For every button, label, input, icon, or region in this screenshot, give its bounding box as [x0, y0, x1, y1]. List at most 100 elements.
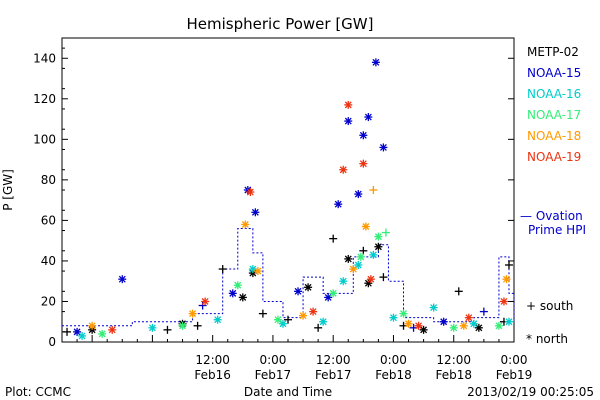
- data-point: [449, 323, 458, 332]
- y-tick-label: 140: [33, 51, 56, 65]
- data-point: [344, 100, 353, 109]
- data-point: [366, 275, 375, 284]
- y-tick-label: 120: [33, 92, 56, 106]
- data-point: [246, 188, 255, 197]
- data-point: [354, 190, 363, 199]
- data-point: [88, 321, 97, 330]
- x-tick-label-time: 12:00: [316, 353, 351, 367]
- data-point: [369, 250, 378, 259]
- data-point: [464, 313, 473, 322]
- data-point: [429, 303, 438, 312]
- data-point: [304, 283, 313, 292]
- chart-title: Hemispheric Power [GW]: [187, 15, 374, 33]
- x-tick-label-date: Feb18: [435, 368, 472, 382]
- legend: METP-02 NOAA-15 NOAA-16 NOAA-17 NOAA-18 NOAA-…: [527, 45, 581, 164]
- data-point: [98, 329, 107, 338]
- data-point: [329, 234, 338, 243]
- legend-entry: METP-02: [527, 45, 579, 59]
- data-point: [213, 315, 222, 324]
- data-point: [494, 321, 503, 330]
- data-point: [504, 317, 513, 326]
- y-tick-label: 60: [41, 213, 56, 227]
- ovation-step-line: [62, 228, 515, 327]
- x-tick-label-time: 0:00: [259, 353, 286, 367]
- legend-entry: NOAA-18: [527, 129, 581, 143]
- data-point: [163, 325, 172, 334]
- legend-entry: NOAA-16: [527, 87, 581, 101]
- north-marker-legend: * north: [526, 332, 568, 346]
- data-point: [474, 323, 483, 332]
- data-point: [502, 275, 511, 284]
- y-tick-label: 40: [41, 254, 56, 268]
- y-tick-label: 100: [33, 132, 56, 146]
- data-point: [228, 289, 237, 298]
- legend-entry: NOAA-19: [527, 150, 581, 164]
- y-axis: 0 20 40 60 80 100 120 140: [33, 47, 514, 349]
- data-point: [344, 117, 353, 126]
- data-point: [339, 165, 348, 174]
- data-point: [309, 307, 318, 316]
- data-point: [439, 317, 448, 326]
- footer-timestamp: 2013/02/19 00:25:05: [467, 385, 594, 399]
- data-point: [361, 222, 370, 231]
- x-tick-label-date: Feb17: [315, 368, 352, 382]
- data-point: [201, 297, 210, 306]
- data-point: [188, 309, 197, 318]
- x-tick-label-time: 0:00: [501, 353, 528, 367]
- data-point: [479, 307, 488, 316]
- south-marker-legend: + south: [526, 299, 573, 313]
- data-point: [278, 319, 287, 328]
- x-tick-label-time: 0:00: [380, 353, 407, 367]
- data-point: [233, 281, 242, 290]
- data-point: [389, 313, 398, 322]
- data-points: [63, 58, 513, 340]
- data-point: [459, 321, 468, 330]
- data-point: [349, 265, 358, 274]
- data-point: [399, 309, 408, 318]
- data-point: [193, 321, 202, 330]
- data-point: [339, 277, 348, 286]
- data-point: [371, 58, 380, 67]
- data-point: [218, 265, 227, 274]
- data-point: [241, 220, 250, 229]
- x-tick-label-time: 12:00: [195, 353, 230, 367]
- y-tick-label: 20: [41, 294, 56, 308]
- data-point: [379, 143, 388, 152]
- data-point: [504, 260, 513, 269]
- x-tick-label-date: Feb17: [255, 368, 292, 382]
- data-point: [148, 323, 157, 332]
- x-axis-label: Date and Time: [244, 385, 332, 399]
- x-tick-label-date: Feb19: [496, 368, 533, 382]
- data-point: [253, 267, 262, 276]
- data-point: [294, 287, 303, 296]
- data-point: [499, 297, 508, 306]
- data-point: [374, 242, 383, 251]
- data-point: [78, 331, 87, 340]
- ovation-hpi-line: [62, 228, 515, 327]
- data-point: [251, 208, 260, 217]
- data-point: [73, 327, 82, 336]
- data-point: [108, 325, 117, 334]
- plot-frame: [61, 37, 515, 343]
- data-point: [344, 254, 353, 263]
- data-point: [314, 323, 323, 332]
- data-point: [324, 293, 333, 302]
- data-point: [414, 321, 423, 330]
- data-point: [364, 113, 373, 122]
- legend-entry: NOAA-17: [527, 108, 581, 122]
- data-point: [63, 327, 72, 336]
- y-tick-label: 80: [41, 173, 56, 187]
- data-point: [354, 260, 363, 269]
- ovation-legend-line1: — Ovation: [520, 209, 583, 223]
- data-point: [273, 315, 282, 324]
- data-point: [238, 293, 247, 302]
- ovation-legend-line2: Prime HPI: [528, 223, 586, 237]
- data-point: [356, 252, 365, 261]
- data-point: [369, 186, 378, 194]
- data-point: [374, 232, 383, 241]
- data-point: [178, 321, 187, 330]
- y-tick-label: 0: [48, 335, 56, 349]
- data-point: [299, 311, 308, 320]
- data-point: [359, 131, 368, 140]
